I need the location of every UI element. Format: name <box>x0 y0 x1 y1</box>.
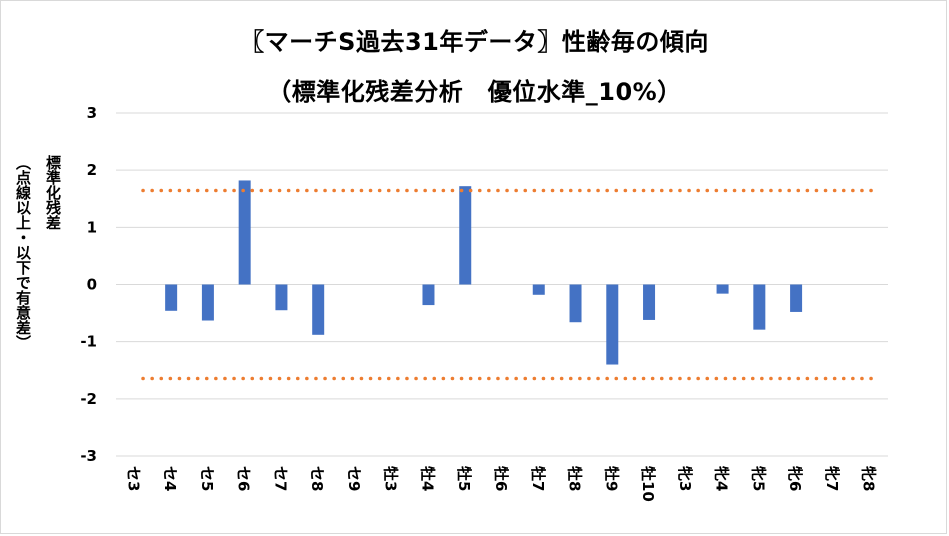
x-tick-label: 牝5 <box>749 466 767 491</box>
x-tick-label: セ6 <box>235 466 253 491</box>
x-tick-label: セ5 <box>198 466 216 491</box>
y-tick-label: -1 <box>80 333 97 351</box>
bar <box>201 284 214 321</box>
bar <box>716 284 729 294</box>
x-tick-label: 牝4 <box>713 466 731 491</box>
x-tick-label: 牝8 <box>860 466 878 491</box>
bar <box>275 284 288 311</box>
bar <box>643 284 656 320</box>
y-axis-label: 標準化残差 （点線以上・以下で有意差） <box>6 155 70 425</box>
bar <box>312 284 325 335</box>
x-tick-label: 牡6 <box>492 466 510 491</box>
x-tick-label: セ3 <box>124 466 142 491</box>
x-tick-label: 牡3 <box>382 466 400 491</box>
chart-title: 〖マーチS過去31年データ〗性齢毎の傾向 <box>240 28 709 56</box>
y-axis-label-main: 標準化残差 <box>44 155 62 230</box>
bar <box>569 284 582 323</box>
x-tick-label: 牡7 <box>529 466 547 491</box>
bar <box>238 180 251 285</box>
bar <box>753 284 766 330</box>
x-tick-label: セ4 <box>161 466 179 491</box>
bar <box>165 284 178 311</box>
chart-subtitle: （標準化残差分析 優位水準_10%） <box>267 78 682 106</box>
y-axis-label-note: （点線以上・以下で有意差） <box>14 155 32 350</box>
x-tick-label: セ9 <box>345 466 363 491</box>
x-tick-label: 牡4 <box>418 466 436 491</box>
x-tick-label: 牝6 <box>786 466 804 491</box>
bar <box>606 284 619 365</box>
y-tick-label: 1 <box>87 218 97 236</box>
y-tick-label: 2 <box>87 161 97 179</box>
x-tick-label: 牡5 <box>455 466 473 491</box>
y-tick-label: 0 <box>87 276 97 294</box>
x-tick-label: 牡8 <box>566 466 584 491</box>
x-tick-label: 牝7 <box>823 466 841 491</box>
bar <box>790 284 803 312</box>
x-tick-label: 牝3 <box>676 466 694 491</box>
y-tick-label: 3 <box>87 104 97 122</box>
x-tick-label: セ7 <box>271 466 289 491</box>
bar <box>422 284 435 306</box>
y-tick-label: -3 <box>80 447 97 465</box>
bar <box>459 186 472 285</box>
x-tick-label: 牡9 <box>602 466 620 491</box>
x-tick-label: セ8 <box>308 466 326 491</box>
bar <box>532 284 545 295</box>
y-tick-label: -2 <box>80 390 97 408</box>
x-tick-label: 牡10 <box>639 466 657 502</box>
